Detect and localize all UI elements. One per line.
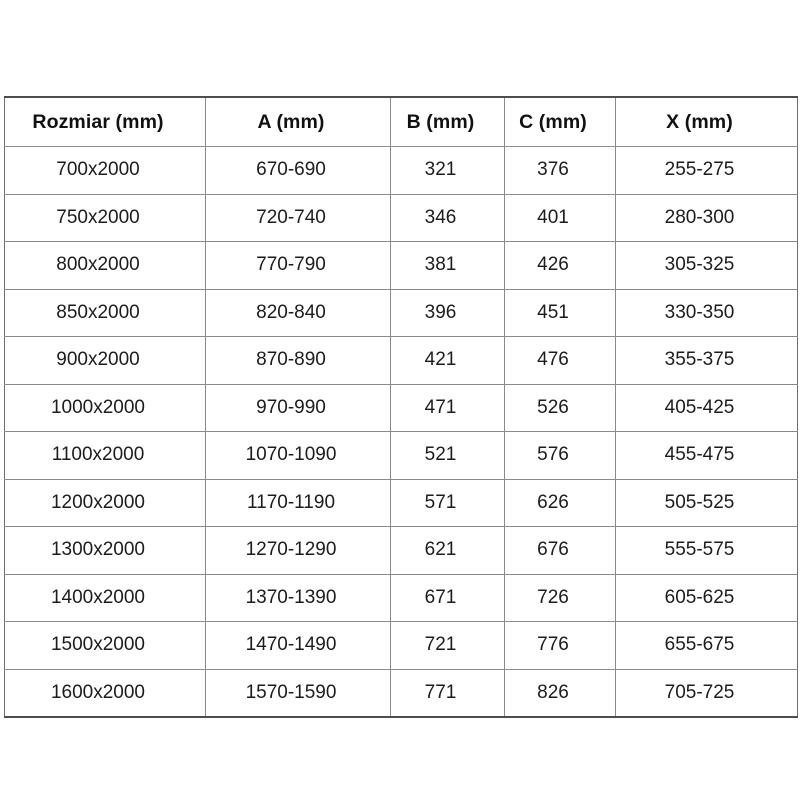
cell-a: 970-990 <box>205 383 391 432</box>
cell-x: 605-625 <box>615 573 798 622</box>
cell-b: 381 <box>390 241 505 290</box>
table-body: 700x2000 670-690 321 376 255-275 750x2000 720-… <box>4 146 798 718</box>
cell-size: 750x2000 <box>4 193 206 242</box>
table-row: 1200x2000 1170-1190 571 626 505-525 <box>4 478 798 527</box>
cell-size: 1100x2000 <box>4 431 206 480</box>
table-row: 850x2000 820-840 396 451 330-350 <box>4 288 798 337</box>
cell-a: 820-840 <box>205 288 391 337</box>
cell-b: 346 <box>390 193 505 242</box>
column-header-x: X (mm) <box>615 96 798 147</box>
cell-c: 426 <box>504 241 616 290</box>
cell-size: 850x2000 <box>4 288 206 337</box>
table-header-row: Rozmiar (mm) A (mm) B (mm) C (mm) X (mm) <box>4 96 798 147</box>
cell-size: 1200x2000 <box>4 478 206 527</box>
cell-size: 700x2000 <box>4 146 206 195</box>
cell-a: 1270-1290 <box>205 526 391 575</box>
cell-size: 900x2000 <box>4 336 206 385</box>
table-row: 700x2000 670-690 321 376 255-275 <box>4 146 798 195</box>
cell-size: 1600x2000 <box>4 668 206 718</box>
cell-b: 671 <box>390 573 505 622</box>
table-row: 1300x2000 1270-1290 621 676 555-575 <box>4 526 798 575</box>
table-row: 800x2000 770-790 381 426 305-325 <box>4 241 798 290</box>
column-header-a: A (mm) <box>205 96 391 147</box>
cell-b: 621 <box>390 526 505 575</box>
cell-size: 800x2000 <box>4 241 206 290</box>
cell-x: 280-300 <box>615 193 798 242</box>
table-row: 1000x2000 970-990 471 526 405-425 <box>4 383 798 432</box>
column-header-c: C (mm) <box>504 96 616 147</box>
cell-b: 421 <box>390 336 505 385</box>
cell-size: 1000x2000 <box>4 383 206 432</box>
cell-c: 826 <box>504 668 616 718</box>
cell-a: 720-740 <box>205 193 391 242</box>
cell-a: 1170-1190 <box>205 478 391 527</box>
cell-b: 471 <box>390 383 505 432</box>
cell-a: 770-790 <box>205 241 391 290</box>
table-header: Rozmiar (mm) A (mm) B (mm) C (mm) X (mm) <box>4 96 798 147</box>
cell-b: 771 <box>390 668 505 718</box>
table-row: 1100x2000 1070-1090 521 576 455-475 <box>4 431 798 480</box>
cell-c: 576 <box>504 431 616 480</box>
cell-c: 376 <box>504 146 616 195</box>
table-row: 900x2000 870-890 421 476 355-375 <box>4 336 798 385</box>
column-header-b: B (mm) <box>390 96 505 147</box>
cell-c: 626 <box>504 478 616 527</box>
cell-c: 476 <box>504 336 616 385</box>
cell-x: 405-425 <box>615 383 798 432</box>
cell-x: 255-275 <box>615 146 798 195</box>
cell-x: 355-375 <box>615 336 798 385</box>
column-header-size: Rozmiar (mm) <box>4 96 206 147</box>
cell-a: 1470-1490 <box>205 621 391 670</box>
cell-c: 776 <box>504 621 616 670</box>
cell-c: 726 <box>504 573 616 622</box>
cell-size: 1300x2000 <box>4 526 206 575</box>
spec-table-container: Rozmiar (mm) A (mm) B (mm) C (mm) X (mm)… <box>4 96 798 718</box>
table-row: 1400x2000 1370-1390 671 726 605-625 <box>4 573 798 622</box>
cell-a: 670-690 <box>205 146 391 195</box>
table-row: 1500x2000 1470-1490 721 776 655-675 <box>4 621 798 670</box>
cell-c: 401 <box>504 193 616 242</box>
cell-a: 1570-1590 <box>205 668 391 718</box>
cell-x: 505-525 <box>615 478 798 527</box>
cell-size: 1400x2000 <box>4 573 206 622</box>
cell-b: 521 <box>390 431 505 480</box>
cell-b: 571 <box>390 478 505 527</box>
cell-x: 455-475 <box>615 431 798 480</box>
cell-c: 676 <box>504 526 616 575</box>
cell-a: 1370-1390 <box>205 573 391 622</box>
cell-c: 526 <box>504 383 616 432</box>
cell-x: 305-325 <box>615 241 798 290</box>
cell-b: 721 <box>390 621 505 670</box>
cell-c: 451 <box>504 288 616 337</box>
cell-a: 870-890 <box>205 336 391 385</box>
cell-x: 330-350 <box>615 288 798 337</box>
cell-x: 655-675 <box>615 621 798 670</box>
cell-size: 1500x2000 <box>4 621 206 670</box>
cell-a: 1070-1090 <box>205 431 391 480</box>
dimensions-table: Rozmiar (mm) A (mm) B (mm) C (mm) X (mm)… <box>4 96 798 718</box>
table-row: 750x2000 720-740 346 401 280-300 <box>4 193 798 242</box>
cell-b: 396 <box>390 288 505 337</box>
cell-b: 321 <box>390 146 505 195</box>
cell-x: 555-575 <box>615 526 798 575</box>
table-row: 1600x2000 1570-1590 771 826 705-725 <box>4 668 798 718</box>
cell-x: 705-725 <box>615 668 798 718</box>
